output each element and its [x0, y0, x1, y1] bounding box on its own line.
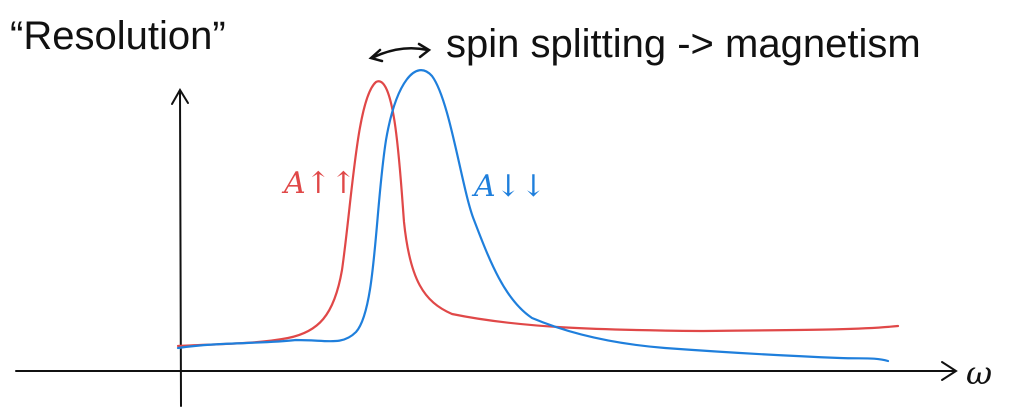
x-axis — [15, 361, 958, 381]
y-axis — [171, 88, 189, 407]
splitting-arrow — [368, 42, 432, 63]
curve-up-up — [176, 80, 900, 348]
x-axis-label: ω — [966, 354, 992, 392]
curve-label-down-down: A↓↓ — [471, 169, 546, 204]
annotation-text: spin splitting -> magnetism — [446, 22, 921, 66]
curve-down-down — [176, 69, 890, 363]
page-title: “Resolution” — [10, 14, 226, 58]
curve-label-up-up: A↑↑ — [281, 166, 356, 201]
